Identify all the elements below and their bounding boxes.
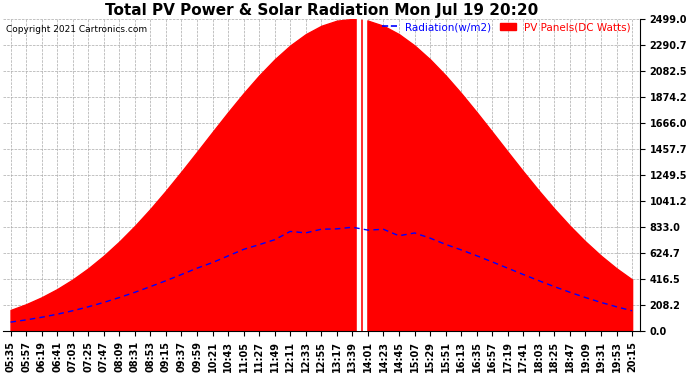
Text: Copyright 2021 Cartronics.com: Copyright 2021 Cartronics.com [6,25,147,34]
Polygon shape [363,19,366,332]
Polygon shape [357,19,360,332]
Title: Total PV Power & Solar Radiation Mon Jul 19 20:20: Total PV Power & Solar Radiation Mon Jul… [105,3,538,18]
Legend: Radiation(w/m2), PV Panels(DC Watts): Radiation(w/m2), PV Panels(DC Watts) [377,18,635,36]
